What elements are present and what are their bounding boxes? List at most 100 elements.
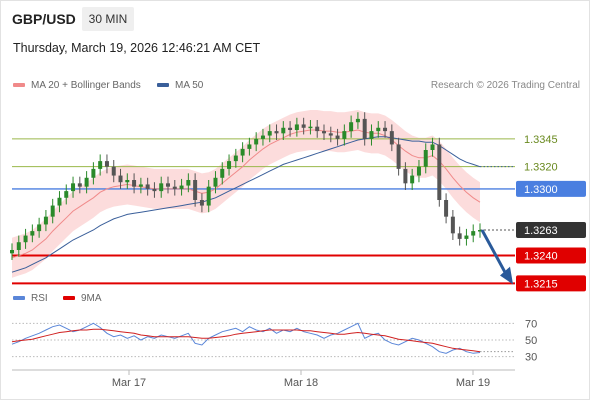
level-tag-3 xyxy=(516,222,586,238)
candle-body-11 xyxy=(84,177,89,187)
candle-body-68 xyxy=(471,231,476,236)
x-tick-label-2: Mar 19 xyxy=(456,377,490,389)
legend-rsi: RSI xyxy=(13,293,48,304)
candle-body-26 xyxy=(186,180,191,186)
level-label-1: 1.3320 xyxy=(524,162,558,174)
ma50-line xyxy=(11,136,481,273)
instrument-title: GBP/USD xyxy=(12,11,76,27)
candle-body-1 xyxy=(16,242,21,250)
forecast-arrow-line xyxy=(480,229,510,279)
candle-body-17 xyxy=(125,180,130,183)
candle-body-34 xyxy=(240,148,245,156)
candle-body-13 xyxy=(98,161,103,169)
candle-body-69 xyxy=(478,230,482,232)
level-label-0: 1.3345 xyxy=(524,134,558,146)
candle-body-20 xyxy=(145,184,150,189)
legend-9ma-label: 9MA xyxy=(81,293,102,304)
candle-body-8 xyxy=(64,191,69,198)
rsi-level-label-1: 50 xyxy=(525,335,537,347)
candle-body-46 xyxy=(322,131,326,134)
rsi-swatch xyxy=(13,296,25,301)
candle-body-63 xyxy=(437,144,442,200)
candle-body-43 xyxy=(301,124,306,128)
candle-body-2 xyxy=(23,235,28,243)
candle-body-9 xyxy=(71,183,76,192)
candle-body-4 xyxy=(37,224,42,232)
candle-body-47 xyxy=(328,133,333,136)
candle-body-58 xyxy=(403,168,408,184)
bollinger-band xyxy=(12,110,480,278)
candle-body-41 xyxy=(288,127,293,130)
legend-rsi-label: RSI xyxy=(31,293,48,304)
candle-body-59 xyxy=(410,175,415,184)
candle-body-31 xyxy=(220,168,225,178)
candle-body-28 xyxy=(199,200,204,206)
level-tag-2 xyxy=(516,180,586,197)
candle-body-66 xyxy=(457,233,462,239)
candle-body-10 xyxy=(77,183,82,187)
candle-body-51 xyxy=(355,118,360,123)
legend-ma20: MA 20 + Bollinger Bands xyxy=(13,80,141,91)
level-tag-5 xyxy=(516,275,586,292)
candle-body-45 xyxy=(315,126,320,132)
candle-body-53 xyxy=(369,131,374,139)
candle-body-33 xyxy=(233,155,238,162)
candle-body-62 xyxy=(430,144,435,150)
ma20-line xyxy=(11,129,481,259)
legend-ma20-label: MA 20 + Bollinger Bands xyxy=(31,80,141,91)
candle-body-14 xyxy=(104,161,109,167)
candle-body-0 xyxy=(10,250,14,254)
candle-body-30 xyxy=(213,177,218,187)
candle-body-44 xyxy=(308,126,313,129)
candle-body-42 xyxy=(294,124,299,130)
candle-body-49 xyxy=(342,131,347,139)
legend-9ma: 9MA xyxy=(63,293,102,304)
candle-body-61 xyxy=(423,150,428,167)
candle-body-16 xyxy=(118,175,123,183)
candle-body-37 xyxy=(260,135,265,139)
candle-body-54 xyxy=(376,127,381,132)
ma50-swatch xyxy=(157,83,169,88)
candle-body-57 xyxy=(396,144,401,169)
candle-body-48 xyxy=(335,135,340,139)
candle-body-29 xyxy=(206,186,211,206)
ma9-swatch xyxy=(63,296,75,301)
candle-body-52 xyxy=(362,118,367,139)
credit-text: Research © 2026 Trading Central xyxy=(430,80,580,91)
candle-body-15 xyxy=(111,166,116,176)
level-tag-4 xyxy=(516,247,586,264)
candle-body-60 xyxy=(416,166,421,176)
candle-body-22 xyxy=(159,183,164,192)
rsi-level-label-2: 30 xyxy=(525,352,537,364)
candle-body-65 xyxy=(450,216,455,234)
x-tick-label-1: Mar 18 xyxy=(284,377,318,389)
candle-body-35 xyxy=(247,144,252,149)
candle-body-38 xyxy=(267,131,272,136)
forecast-arrow-head xyxy=(500,266,513,285)
candle-body-67 xyxy=(464,235,469,239)
candle-body-19 xyxy=(138,184,143,187)
candle-body-3 xyxy=(30,231,35,236)
level-label-5: 1.3215 xyxy=(524,278,558,290)
candle-body-5 xyxy=(43,216,48,225)
rsi-line xyxy=(11,322,481,354)
timeframe-badge[interactable]: 30 MIN xyxy=(82,7,134,31)
candle-body-6 xyxy=(50,205,55,217)
ma9-line xyxy=(11,328,481,353)
legend-ma50-label: MA 50 xyxy=(175,80,204,91)
candle-body-50 xyxy=(349,122,354,132)
candle-body-56 xyxy=(389,131,394,145)
level-label-4: 1.3240 xyxy=(524,251,558,263)
rsi-level-label-0: 70 xyxy=(525,318,537,330)
candle-body-40 xyxy=(281,127,286,134)
legend-ma50: MA 50 xyxy=(157,80,203,91)
candle-body-64 xyxy=(444,200,449,217)
x-tick-label-0: Mar 17 xyxy=(112,377,146,389)
candle-body-7 xyxy=(57,197,62,206)
candle-body-23 xyxy=(166,183,170,187)
candle-body-32 xyxy=(227,161,232,169)
candle-body-55 xyxy=(383,127,388,132)
candle-body-24 xyxy=(172,186,177,189)
candle-body-21 xyxy=(152,188,157,192)
